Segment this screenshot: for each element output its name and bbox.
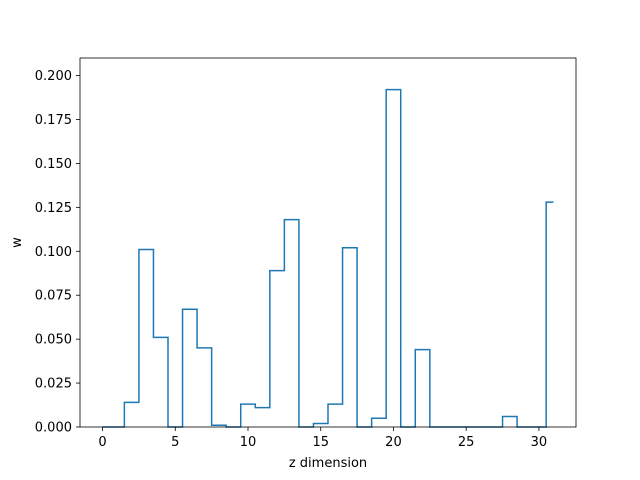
axes-frame xyxy=(79,57,577,428)
y-tick-label: 0.150 xyxy=(35,157,72,172)
x-axis: 0 5 10 15 20 25 30 xyxy=(98,427,547,450)
y-tick-label: 0.200 xyxy=(35,69,72,84)
y-tick-label: 0.075 xyxy=(35,289,72,304)
y-tick-label: 0.050 xyxy=(35,333,72,348)
x-tick-label: 15 xyxy=(312,435,329,450)
x-tick-label: 30 xyxy=(531,435,548,450)
y-tick-label: 0.000 xyxy=(35,421,72,436)
x-tick-label: 10 xyxy=(240,435,257,450)
x-axis-label: z dimension xyxy=(289,456,367,471)
y-tick-label: 0.100 xyxy=(35,245,72,260)
x-tick-label: 0 xyxy=(98,435,106,450)
series-line xyxy=(102,88,554,428)
y-axis: 0.000 0.025 0.050 0.075 0.100 0.125 0.150 0.175… xyxy=(35,69,80,436)
x-tick-label: 25 xyxy=(458,435,475,450)
x-tick-label: 20 xyxy=(385,435,402,450)
x-tick-label: 5 xyxy=(171,435,179,450)
y-tick-label: 0.025 xyxy=(35,377,72,392)
y-tick-label: 0.125 xyxy=(35,201,72,216)
y-tick-label: 0.175 xyxy=(35,113,72,128)
y-axis-label: w xyxy=(10,237,25,248)
